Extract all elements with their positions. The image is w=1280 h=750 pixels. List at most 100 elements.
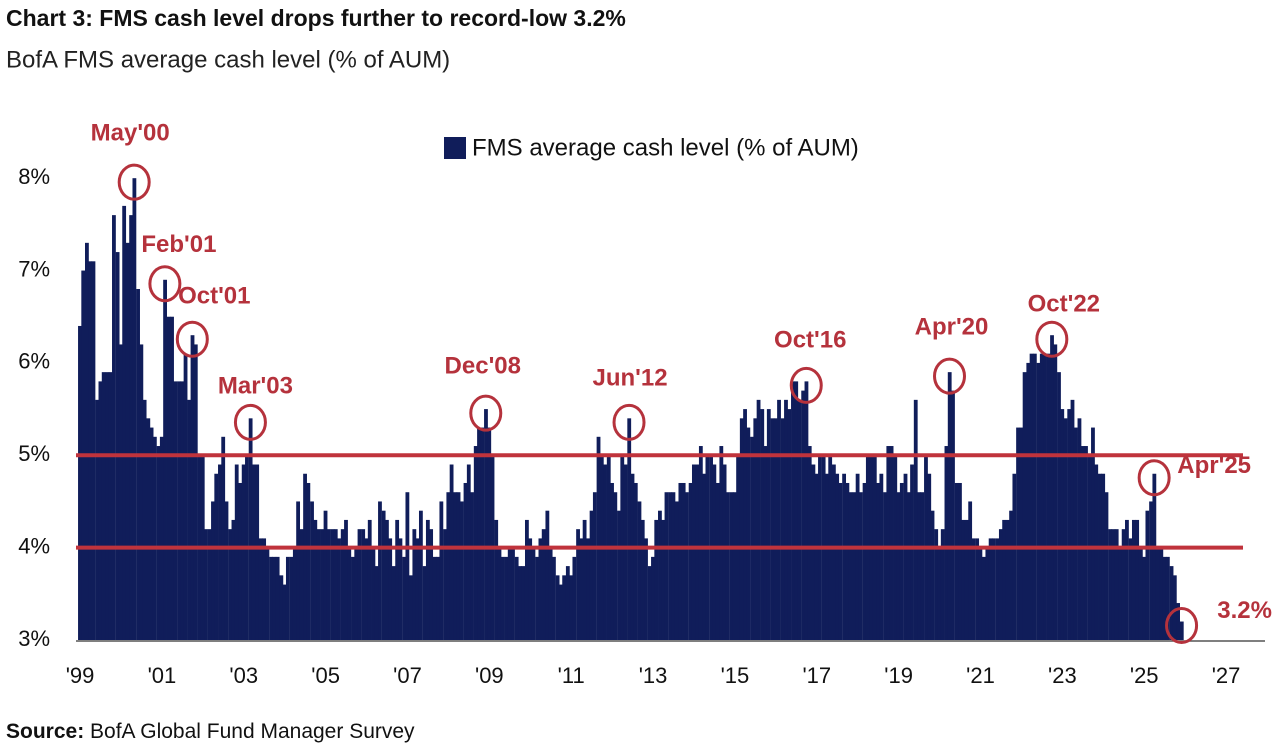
bar <box>333 529 338 640</box>
chart-subtitle: BofA FMS average cash level (% of AUM) <box>6 46 450 73</box>
x-tick-label: '17 <box>802 663 831 688</box>
bar <box>702 473 707 640</box>
bar <box>640 519 645 640</box>
bar <box>876 482 880 640</box>
bar <box>545 510 550 640</box>
bar <box>101 372 106 640</box>
bar <box>688 482 693 640</box>
x-tick-label: '03 <box>229 663 258 688</box>
bar <box>719 446 724 640</box>
bar <box>357 529 362 640</box>
bar <box>858 492 863 640</box>
bar <box>531 547 536 640</box>
bar <box>402 556 407 640</box>
bar <box>883 492 887 640</box>
bar <box>988 538 993 640</box>
bar <box>292 547 297 640</box>
bar <box>272 556 277 640</box>
bar <box>913 399 918 640</box>
bar <box>732 492 737 640</box>
annotation-label: Jun'12 <box>592 365 667 392</box>
bar <box>306 482 311 640</box>
bar <box>330 529 335 640</box>
x-tick-label: '15 <box>721 663 750 688</box>
bar <box>729 492 734 640</box>
x-tick-label: '99 <box>66 663 95 688</box>
bar <box>1145 510 1150 640</box>
bar <box>603 464 607 640</box>
bar <box>105 372 110 640</box>
bar <box>170 316 174 640</box>
bar <box>285 556 290 640</box>
bar <box>361 529 366 640</box>
bar <box>159 436 164 640</box>
bar <box>947 372 952 640</box>
bar <box>954 482 959 640</box>
bar <box>1128 538 1133 640</box>
bar <box>466 464 471 640</box>
bar <box>1073 427 1078 640</box>
bar <box>269 556 273 640</box>
bar <box>698 446 703 640</box>
bar <box>623 464 628 640</box>
bar <box>886 446 891 640</box>
annotation-circle <box>1165 607 1199 645</box>
bar <box>1104 492 1109 640</box>
bar <box>678 482 683 640</box>
bar <box>163 279 167 640</box>
bar <box>85 242 89 640</box>
bar <box>610 482 614 640</box>
bar <box>1057 372 1061 640</box>
source-text: BofA Global Fund Manager Survey <box>90 720 415 743</box>
bar <box>1094 464 1099 640</box>
annotation-label: Feb'01 <box>141 231 216 258</box>
bar <box>1114 529 1119 640</box>
bar <box>1036 362 1041 640</box>
bar <box>1016 427 1020 640</box>
bar <box>142 399 147 640</box>
bar <box>569 575 574 640</box>
bar <box>299 529 304 640</box>
bar <box>310 501 314 640</box>
bar <box>582 519 587 640</box>
annotation-circle <box>1137 459 1171 497</box>
bar <box>981 556 986 640</box>
annotation-label: Apr'20 <box>915 313 989 340</box>
bar <box>644 538 648 640</box>
bar <box>658 510 662 640</box>
bar <box>664 492 669 640</box>
bar <box>524 519 529 640</box>
bar <box>814 473 819 640</box>
bar <box>671 492 676 640</box>
x-tick-label: '21 <box>966 663 995 688</box>
y-tick-label: 5% <box>18 441 50 466</box>
bar <box>695 464 700 640</box>
bar <box>845 482 850 640</box>
bar <box>992 538 996 640</box>
bar <box>971 538 976 640</box>
bar <box>238 482 243 640</box>
bar <box>518 566 522 640</box>
bar <box>443 529 447 640</box>
annotation-label: May'00 <box>91 120 170 147</box>
bar <box>1053 344 1058 640</box>
x-tick-label: '13 <box>639 663 668 688</box>
bar <box>282 584 287 640</box>
bar <box>930 510 935 640</box>
bar <box>347 547 352 640</box>
bar <box>211 501 215 640</box>
bar <box>917 492 921 640</box>
bar <box>378 501 382 640</box>
bar <box>1179 621 1184 640</box>
bar <box>572 556 577 640</box>
annotation-label: Apr'25 <box>1177 452 1251 479</box>
bar <box>964 519 969 640</box>
source-label: Source: <box>6 720 84 743</box>
bar <box>773 418 778 640</box>
bar <box>848 492 853 640</box>
bar <box>903 473 908 640</box>
bar <box>425 519 430 640</box>
bar <box>207 529 212 640</box>
x-tick-label: '25 <box>1130 663 1159 688</box>
bar <box>835 473 840 640</box>
